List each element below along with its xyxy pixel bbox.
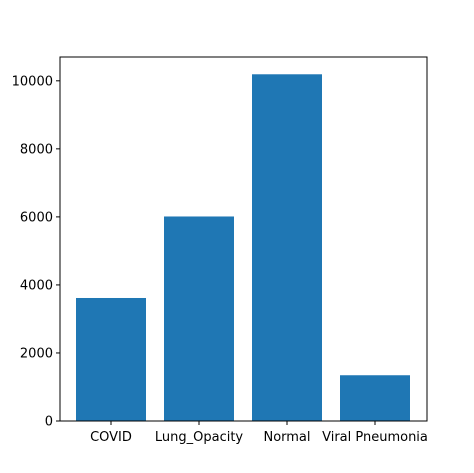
x-axis: COVID Lung_Opacity Normal Viral Pneumonia xyxy=(90,421,428,445)
x-tick-label: COVID xyxy=(90,430,132,445)
y-tick-label: 8000 xyxy=(20,142,53,157)
bar-covid xyxy=(76,297,146,421)
bar-viral-pneumonia xyxy=(340,375,410,421)
bar-normal xyxy=(252,74,322,421)
y-axis: 0 2000 4000 6000 8000 10000 xyxy=(12,74,60,430)
x-tick-label: Lung_Opacity xyxy=(155,430,244,445)
x-tick-label: Normal xyxy=(263,430,310,445)
bar-lung-opacity xyxy=(164,216,234,421)
x-tick-label: Viral Pneumonia xyxy=(322,430,428,445)
bars-group xyxy=(76,74,410,421)
y-tick-label: 2000 xyxy=(20,346,53,361)
y-tick-label: 4000 xyxy=(20,278,53,293)
y-tick-label: 0 xyxy=(45,415,53,430)
plot-frame xyxy=(59,56,428,422)
y-tick-label: 10000 xyxy=(12,74,53,89)
y-tick-label: 6000 xyxy=(20,210,53,225)
